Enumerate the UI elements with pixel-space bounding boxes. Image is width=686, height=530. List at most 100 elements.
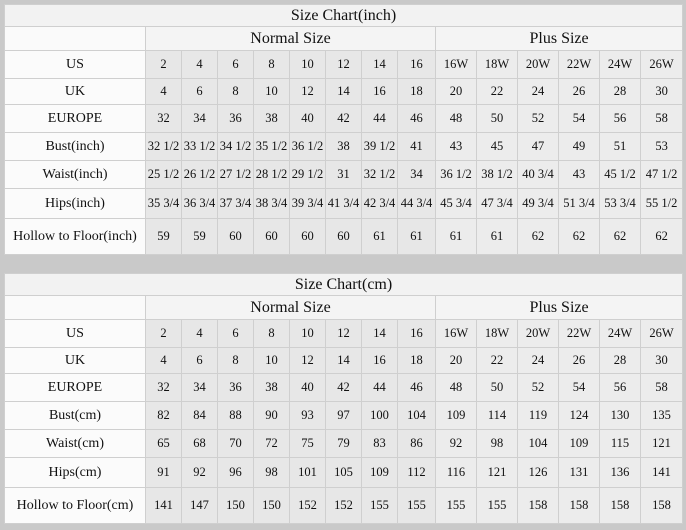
table-cell: 60: [289, 218, 326, 255]
table-cell: 29 1/2: [289, 160, 326, 189]
table-cell: 152: [289, 487, 326, 524]
table-cell: 141: [639, 457, 684, 488]
table-cell: 37 3/4: [217, 188, 254, 219]
table-cell: 68: [181, 429, 218, 458]
table-cell: 38 3/4: [253, 188, 290, 219]
chart-title: Size Chart(cm): [3, 273, 684, 296]
table-cell: 88: [217, 401, 254, 430]
row-label: US: [4, 50, 146, 79]
table-cell: 48: [435, 373, 477, 402]
table-cell: 34 1/2: [217, 132, 254, 161]
table-cell: 109: [361, 457, 398, 488]
table-row: Hips(cm) 91 92 96 98 101 105 109 112 116 121 126 131…: [4, 457, 684, 488]
table-cell: 10: [253, 347, 290, 374]
table-cell: 126: [517, 457, 559, 488]
table-cell: 91: [145, 457, 182, 488]
table-cell: 104: [517, 429, 559, 458]
table-cell: 14: [361, 319, 398, 348]
table-cell: 56: [599, 104, 641, 133]
row-label: Bust(cm): [4, 401, 146, 430]
table-cell: 51 3/4: [558, 188, 600, 219]
table-cell: 30: [639, 347, 684, 374]
table-cell: 8: [253, 50, 290, 79]
title-row: Size Chart(cm): [3, 273, 684, 296]
table-cell: 82: [145, 401, 182, 430]
table-cell: 158: [639, 487, 684, 524]
table-cell: 16: [361, 78, 398, 105]
table-cell: 105: [325, 457, 362, 488]
table-cell: 20: [435, 347, 477, 374]
table-cell: 32: [145, 373, 182, 402]
table-cell: 90: [253, 401, 290, 430]
table-cell: 53: [639, 132, 684, 161]
table-cell: 39 3/4: [289, 188, 326, 219]
table-cell: 43: [435, 132, 477, 161]
table-cell: 34: [181, 373, 218, 402]
table-cell: 60: [253, 218, 290, 255]
size-chart-inch: Size Chart(inch) Normal Size Plus Size US 2 4…: [3, 4, 684, 255]
table-cell: 26 1/2: [181, 160, 218, 189]
group-header-row: Normal Size Plus Size: [4, 295, 684, 320]
row-label: Hollow to Floor(inch): [4, 218, 146, 255]
row-label: UK: [4, 78, 146, 105]
table-row: UK 4 6 8 10 12 14 16 18 20 22 24 26 28 30: [4, 78, 684, 105]
table-cell: 54: [558, 104, 600, 133]
table-cell: 24W: [599, 319, 641, 348]
table-cell: 16W: [435, 50, 477, 79]
table-cell: 14: [325, 78, 362, 105]
table-cell: 34: [397, 160, 436, 189]
table-cell: 155: [361, 487, 398, 524]
table-cell: 43: [558, 160, 600, 189]
table-cell: 16: [361, 347, 398, 374]
table-cell: 100: [361, 401, 398, 430]
table-cell: 150: [253, 487, 290, 524]
table-row: Bust(inch) 32 1/2 33 1/2 34 1/2 35 1/2 36 1/2…: [4, 132, 684, 161]
table-cell: 38: [253, 373, 290, 402]
corner-cell: [4, 26, 146, 51]
table-cell: 131: [558, 457, 600, 488]
table-cell: 58: [639, 104, 684, 133]
table-cell: 12: [325, 319, 362, 348]
table-cell: 14: [361, 50, 398, 79]
group-header-normal: Normal Size: [145, 26, 436, 51]
table-cell: 51: [599, 132, 641, 161]
table-cell: 124: [558, 401, 600, 430]
table-row: Bust(cm) 82 84 88 90 93 97 100 104 109 114 119 124 13…: [4, 401, 684, 430]
table-cell: 155: [397, 487, 436, 524]
row-label: Waist(inch): [4, 160, 146, 189]
table-cell: 155: [476, 487, 518, 524]
table-cell: 41 3/4: [325, 188, 362, 219]
table-cell: 116: [435, 457, 477, 488]
table-cell: 65: [145, 429, 182, 458]
row-label: EUROPE: [4, 373, 146, 402]
table-cell: 112: [397, 457, 436, 488]
table-cell: 26: [558, 347, 600, 374]
table-cell: 32: [145, 104, 182, 133]
table-cell: 61: [435, 218, 477, 255]
table-cell: 45 1/2: [599, 160, 641, 189]
table-cell: 45: [476, 132, 518, 161]
table-cell: 158: [599, 487, 641, 524]
table-cell: 35 3/4: [145, 188, 182, 219]
table-cell: 152: [325, 487, 362, 524]
table-cell: 18: [397, 78, 436, 105]
table-row: EUROPE 32 34 36 38 40 42 44 46 48 50 52 54 56 58: [4, 373, 684, 402]
table-cell: 12: [289, 78, 326, 105]
table-cell: 2: [145, 319, 182, 348]
table-cell: 70: [217, 429, 254, 458]
table-cell: 4: [145, 78, 182, 105]
table-cell: 6: [181, 78, 218, 105]
table-cell: 18: [397, 347, 436, 374]
table-cell: 109: [558, 429, 600, 458]
table-cell: 27 1/2: [217, 160, 254, 189]
table-cell: 44: [361, 373, 398, 402]
table-cell: 6: [217, 50, 254, 79]
table-cell: 84: [181, 401, 218, 430]
table-cell: 34: [181, 104, 218, 133]
table-cell: 109: [435, 401, 477, 430]
table-cell: 6: [181, 347, 218, 374]
table-cell: 4: [181, 50, 218, 79]
row-label: Bust(inch): [4, 132, 146, 161]
table-cell: 32 1/2: [145, 132, 182, 161]
table-cell: 60: [325, 218, 362, 255]
